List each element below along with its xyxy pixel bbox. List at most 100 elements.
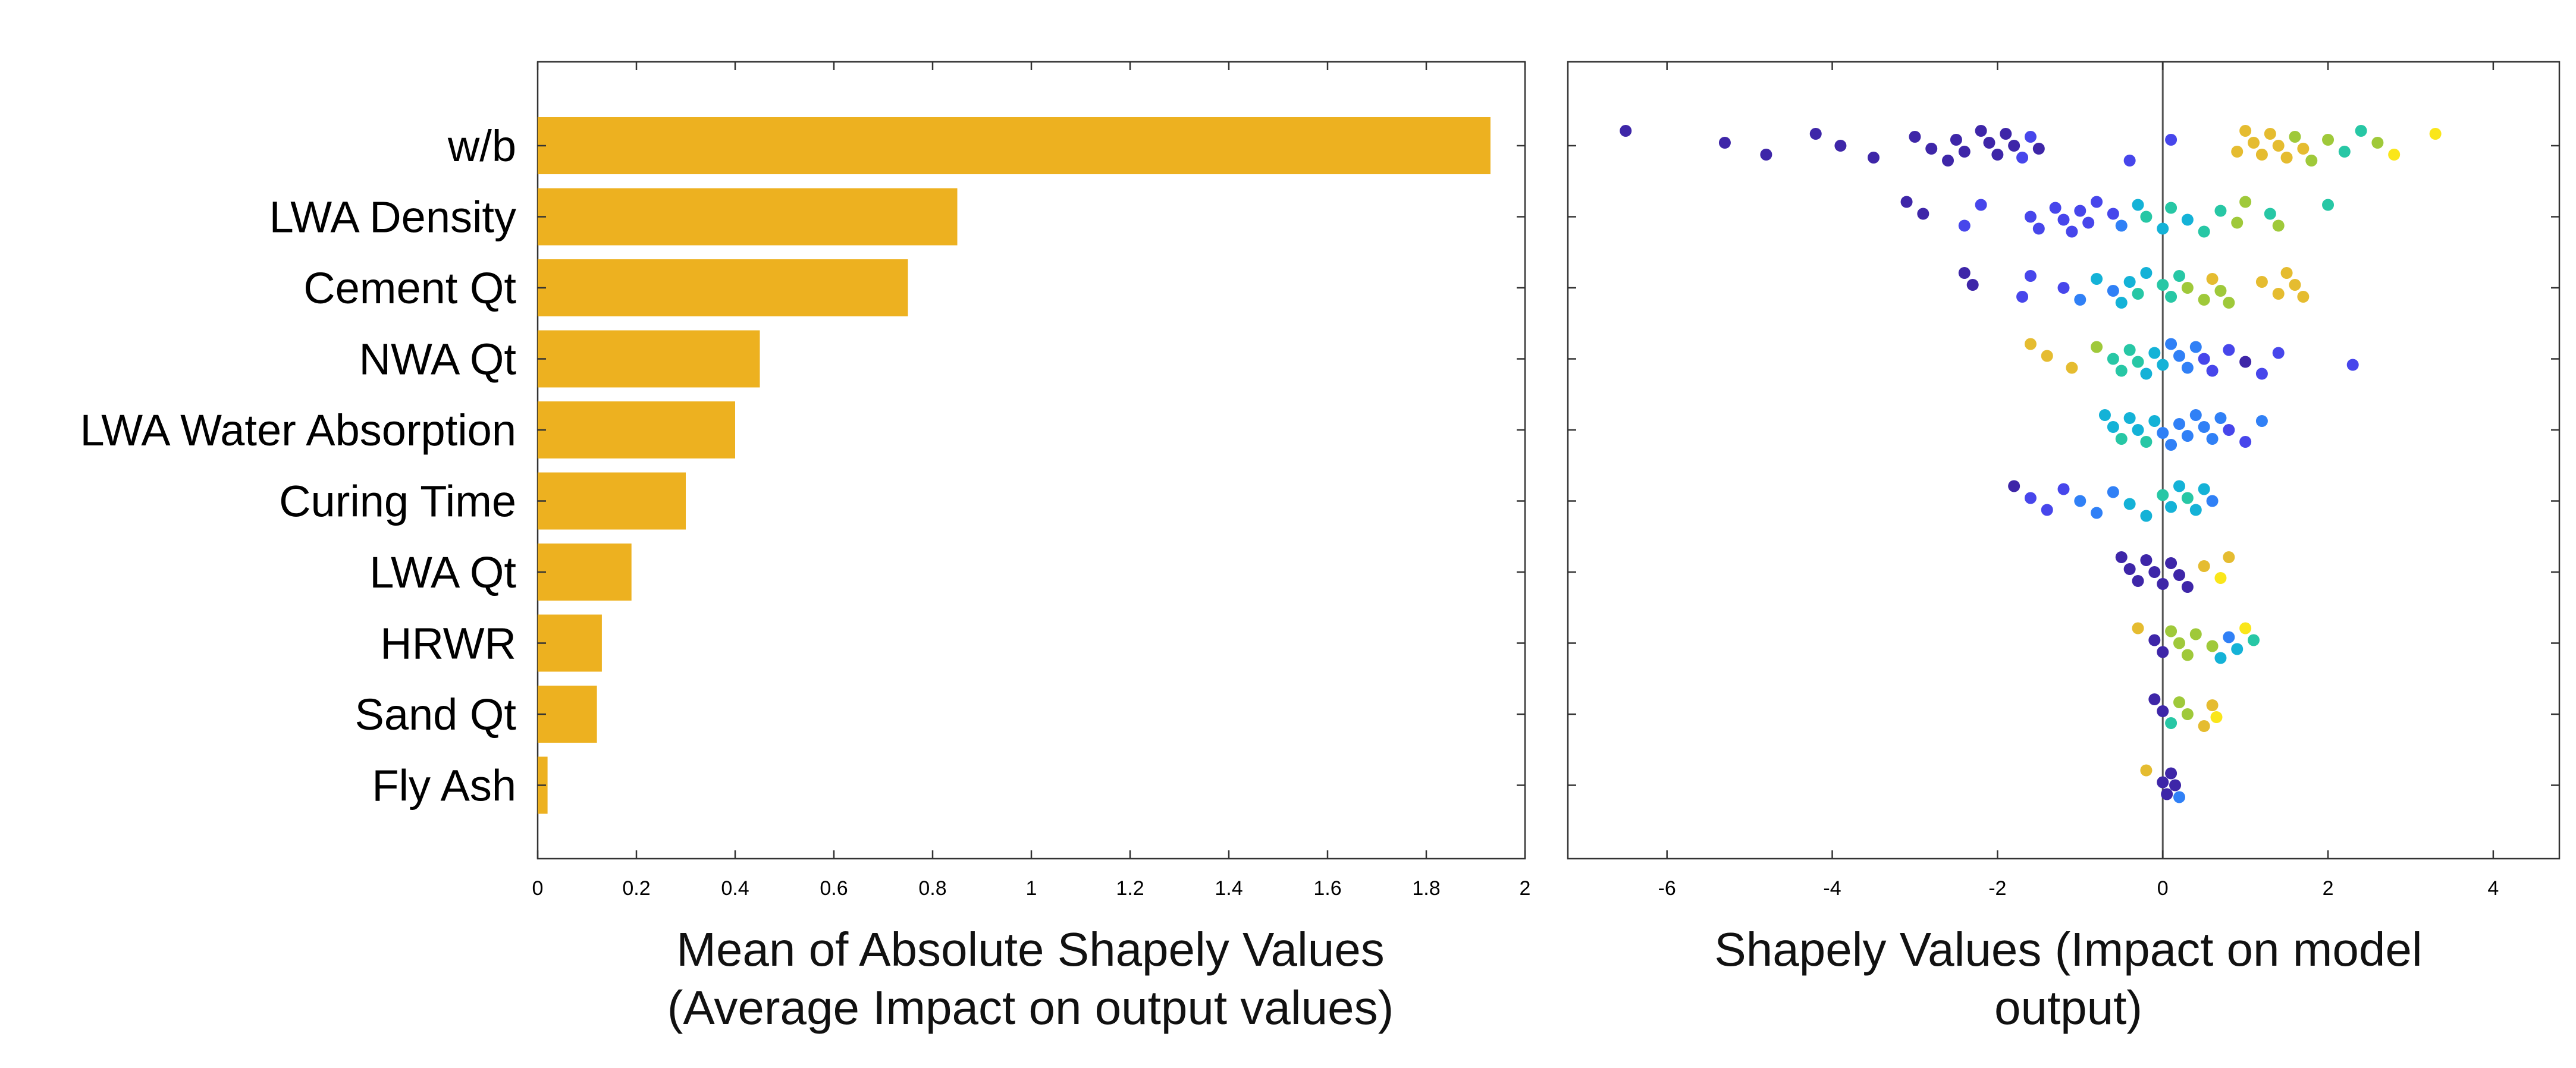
bar [538, 614, 602, 672]
shap-point [2123, 276, 2136, 288]
shap-point [2140, 367, 2153, 380]
bar [538, 117, 1491, 174]
shap-point [2132, 575, 2144, 587]
shap-point [2355, 125, 2367, 137]
right-chart-caption: Shapely Values (Impact on model output) [1576, 921, 2561, 1037]
shap-point [2115, 219, 2128, 232]
shap-point [2429, 128, 2442, 140]
shap-point [2173, 696, 2185, 708]
bar [538, 259, 908, 316]
bar-series [538, 117, 1491, 814]
x-tick-label: 2 [2323, 877, 2334, 900]
shap-point [2231, 643, 2244, 655]
shap-point [1718, 137, 1731, 149]
shap-point [2322, 199, 2335, 211]
x-tick-label: 0.4 [721, 877, 749, 900]
shap-point [2115, 365, 2128, 377]
shap-point [2148, 347, 2161, 359]
shap-point [1760, 149, 1772, 161]
shap-point [2008, 140, 2020, 152]
shap-point [2148, 634, 2161, 646]
x-tick-label: 4 [2487, 877, 2499, 900]
shap-point [2024, 270, 2037, 282]
shap-point [2157, 489, 2169, 501]
shap-point [2115, 297, 2128, 309]
shap-point [2123, 498, 2136, 510]
shap-point [2140, 436, 2153, 448]
bar [538, 401, 735, 458]
shap-point [2157, 776, 2169, 789]
shap-point [2107, 486, 2119, 498]
shap-point [2231, 216, 2244, 229]
shap-point [2255, 149, 2268, 161]
shap-point [2223, 344, 2235, 356]
shap-point [2297, 291, 2310, 303]
shap-point [2140, 764, 2153, 777]
shap-point [2091, 196, 2103, 208]
shap-point [2198, 294, 2210, 306]
shap-point [2388, 149, 2401, 161]
shap-point [2091, 507, 2103, 519]
shap-point [2189, 628, 2202, 640]
shap-point [2239, 436, 2252, 448]
shap-point [2206, 495, 2219, 507]
shap-point [2049, 202, 2062, 214]
bar [538, 188, 958, 246]
shap-point [2024, 131, 2037, 143]
shap-point [1958, 267, 1971, 279]
shap-point [2032, 143, 2045, 155]
shap-point [2181, 708, 2194, 720]
shap-point [2132, 356, 2144, 368]
shap-point [2173, 270, 2185, 282]
shap-point [1950, 134, 1962, 146]
shap-point [2239, 356, 2252, 368]
shap-point [2214, 652, 2227, 664]
shap-point [2091, 273, 2103, 285]
shap-point [2074, 495, 2086, 507]
shap-point [2173, 480, 2185, 492]
shap-point [2066, 362, 2078, 374]
bar [538, 330, 760, 388]
shap-point [2132, 622, 2144, 634]
shap-point [2189, 504, 2202, 516]
shap-point [2115, 433, 2128, 445]
x-axis-ticks: 0 0.2 0.4 0.6 0.8 1 1.2 1.4 1.6 1.8 2 [532, 62, 1530, 900]
shap-point [2198, 483, 2210, 495]
shap-point [2173, 791, 2185, 803]
shap-point [2123, 412, 2136, 424]
shap-point [2173, 350, 2185, 362]
shap-point [2264, 128, 2276, 140]
shap-point [2024, 211, 2037, 223]
shap-point [2206, 365, 2219, 377]
shap-point [2210, 711, 2223, 723]
shap-point [1809, 128, 1822, 140]
shap-point [2198, 421, 2210, 433]
shap-point [2181, 282, 2194, 294]
shap-point [2198, 560, 2210, 572]
y-axis-ticks [538, 145, 1525, 786]
shap-point [1942, 155, 1954, 167]
shap-point [2338, 146, 2351, 158]
shap-point [1867, 152, 1880, 164]
category-label: w/b [447, 121, 516, 171]
shap-point [2248, 634, 2260, 646]
shap-point [2231, 146, 2244, 158]
shap-point [1958, 146, 1971, 158]
x-axis-ticks: -6 -4 -2 0 2 4 [1658, 62, 2499, 900]
x-tick-label: -6 [1658, 877, 1676, 900]
shap-point [2091, 341, 2103, 353]
shap-point [2157, 646, 2169, 658]
shap-point [2223, 631, 2235, 643]
shap-point [2198, 353, 2210, 365]
left-chart-caption: Mean of Absolute Shapely Values (Average… [538, 921, 1523, 1037]
x-tick-label: 1 [1026, 877, 1037, 900]
shap-point [2280, 152, 2293, 164]
shap-point [2024, 492, 2037, 504]
shap-point [2181, 581, 2194, 593]
x-tick-label: 1.6 [1313, 877, 1341, 900]
shap-point [2107, 353, 2119, 365]
shap-point [2057, 213, 2070, 226]
shap-point [2074, 205, 2086, 217]
shap-point [2272, 288, 2285, 300]
x-tick-label: 1.2 [1116, 877, 1144, 900]
